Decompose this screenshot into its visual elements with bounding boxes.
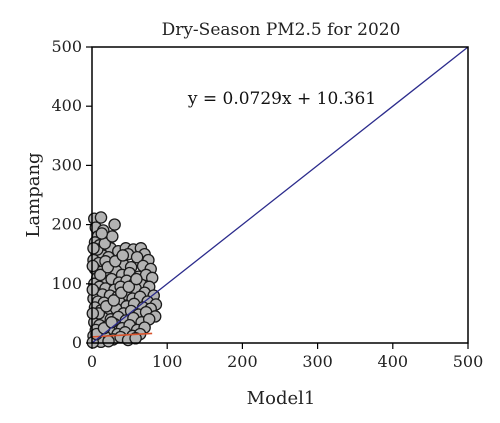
x-tick-label: 100	[152, 352, 183, 371]
data-point	[87, 242, 100, 255]
data-point	[130, 250, 144, 264]
data-point	[116, 249, 130, 262]
data-point	[108, 218, 121, 231]
data-point	[122, 280, 136, 294]
y-tick-label: 500	[51, 37, 82, 56]
y-tick-label: 0	[72, 333, 82, 352]
plot-area	[86, 46, 469, 349]
x-tick-label: 500	[453, 352, 484, 371]
y-tick-label: 100	[51, 274, 82, 293]
data-point	[95, 227, 109, 240]
regression-equation: y = 0.0729x + 10.361	[187, 89, 376, 109]
y-tick-label: 300	[51, 155, 82, 174]
regression-line	[91, 332, 153, 338]
data-point	[86, 259, 100, 273]
x-axis-label: Model1	[247, 388, 316, 409]
data-point	[129, 332, 142, 345]
y-tick-label: 400	[51, 96, 82, 115]
data-point	[130, 272, 143, 286]
x-tick-label: 0	[87, 352, 97, 371]
x-tick-label: 400	[378, 352, 409, 371]
y-tick-label: 200	[51, 215, 82, 234]
data-point	[102, 334, 115, 348]
data-point	[106, 230, 119, 243]
x-tick-label: 200	[227, 352, 258, 371]
y-axis-label: Lampang	[23, 152, 44, 237]
axis-ticks: 0 100 200 300 400 500 0 100 200 300 400 500	[51, 37, 483, 371]
data-point	[94, 268, 107, 282]
data-point	[86, 307, 100, 320]
plot-frame	[91, 46, 469, 344]
identity-line	[91, 46, 469, 344]
x-tick-label: 300	[302, 352, 333, 371]
data-point	[107, 294, 121, 307]
data-point	[86, 283, 100, 296]
chart-title: Dry-Season PM2.5 for 2020	[162, 20, 401, 40]
data-point	[105, 316, 118, 329]
data-point	[94, 211, 108, 224]
